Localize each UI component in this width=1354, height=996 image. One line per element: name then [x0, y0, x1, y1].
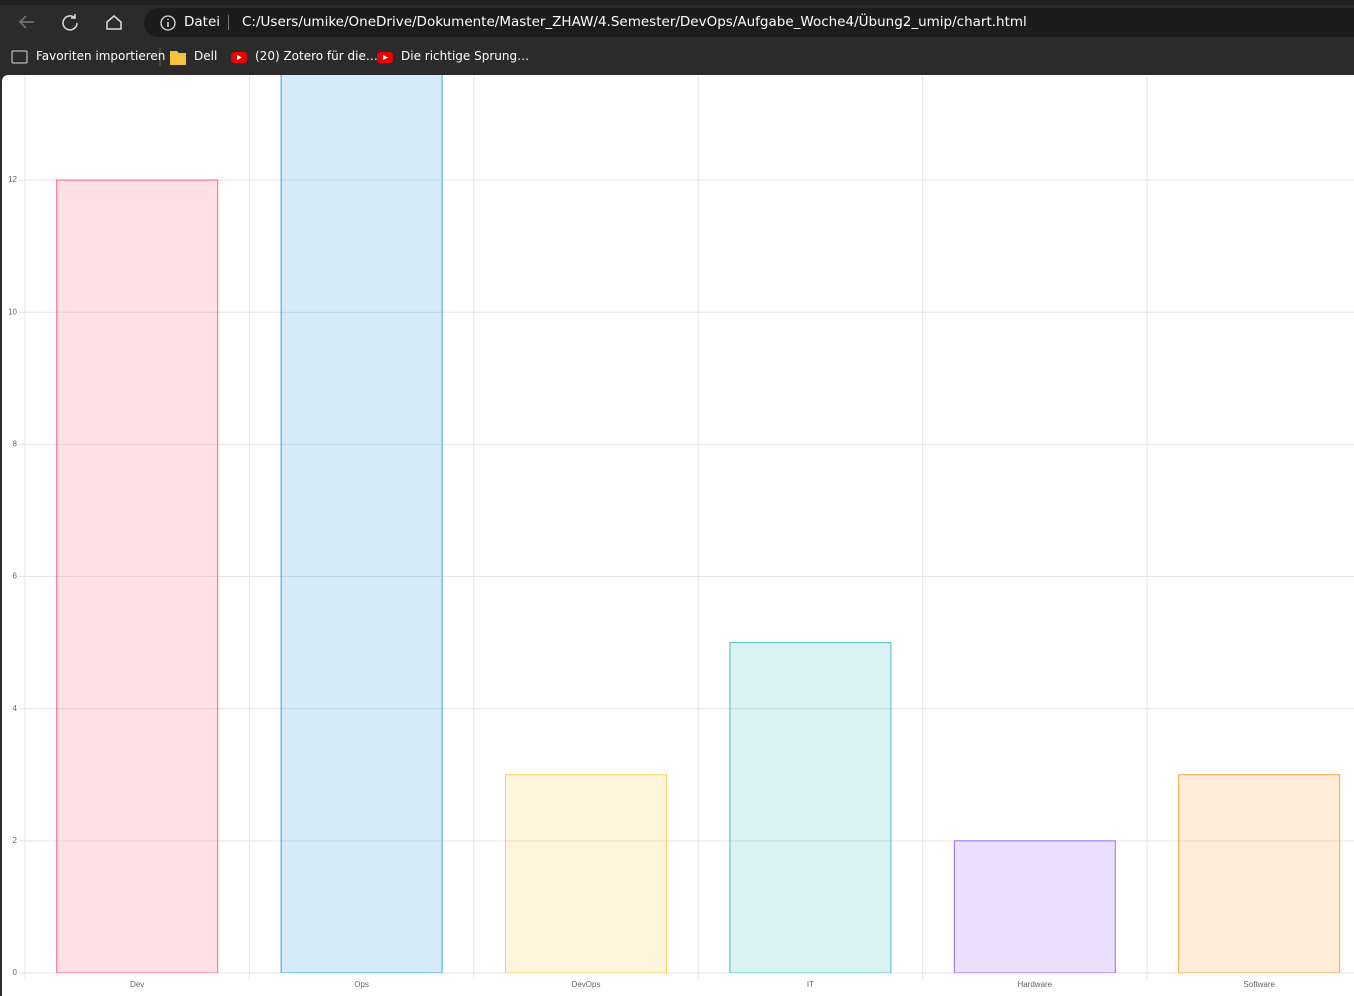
- reload-button[interactable]: [62, 14, 78, 31]
- home-button[interactable]: [106, 15, 122, 30]
- x-tick-label: Software: [1243, 980, 1275, 989]
- bar: [1178, 774, 1341, 973]
- bars: [56, 75, 1341, 973]
- url: C:/Users/umike/OneDrive/Dokumente/Master…: [242, 14, 1027, 30]
- x-tick-label: IT: [807, 980, 814, 989]
- bookmark[interactable]: Die richtige Sprung…: [401, 49, 530, 63]
- y-tick-label: 4: [13, 704, 18, 713]
- info-icon: [160, 15, 176, 31]
- x-tick-label: DevOps: [572, 980, 601, 989]
- address-row: Datei C:/Users/umike/OneDrive/Dokumente/…: [0, 5, 1354, 40]
- y-tick-label: 8: [13, 439, 18, 448]
- x-tick-label: Dev: [130, 980, 144, 989]
- bookmark[interactable]: Favoriten importieren: [36, 49, 166, 63]
- y-tick-label: 0: [13, 968, 18, 977]
- bar: [56, 179, 219, 973]
- page-content: 0 2 4 6 8 10 12 Dev Ops DevOps IT Hardware Software: [2, 75, 1354, 996]
- y-tick-label: 10: [8, 307, 17, 316]
- nav-buttons: [18, 14, 122, 31]
- address-bar[interactable]: Datei C:/Users/umike/OneDrive/Dokumente/…: [144, 8, 1354, 37]
- y-tick-label: 12: [8, 175, 17, 184]
- bookmark[interactable]: (20) Zotero für die…: [255, 49, 378, 63]
- bookmark[interactable]: Dell: [194, 49, 218, 63]
- bar: [729, 642, 892, 973]
- bookmarks-bar: Favoriten importieren Dell (20) Zotero f…: [0, 40, 1354, 75]
- bar: [505, 774, 667, 973]
- back-button[interactable]: [18, 15, 34, 29]
- title-strip: [0, 0, 1354, 5]
- y-tick-label: 6: [13, 572, 18, 581]
- bar: [953, 840, 1116, 973]
- y-tick-label: 2: [13, 836, 18, 845]
- x-tick-label: Ops: [354, 980, 369, 989]
- bar: [280, 75, 443, 973]
- scheme: Datei: [184, 14, 221, 30]
- bookmark-icons: [11, 48, 393, 66]
- x-tick-label: Hardware: [1017, 980, 1052, 989]
